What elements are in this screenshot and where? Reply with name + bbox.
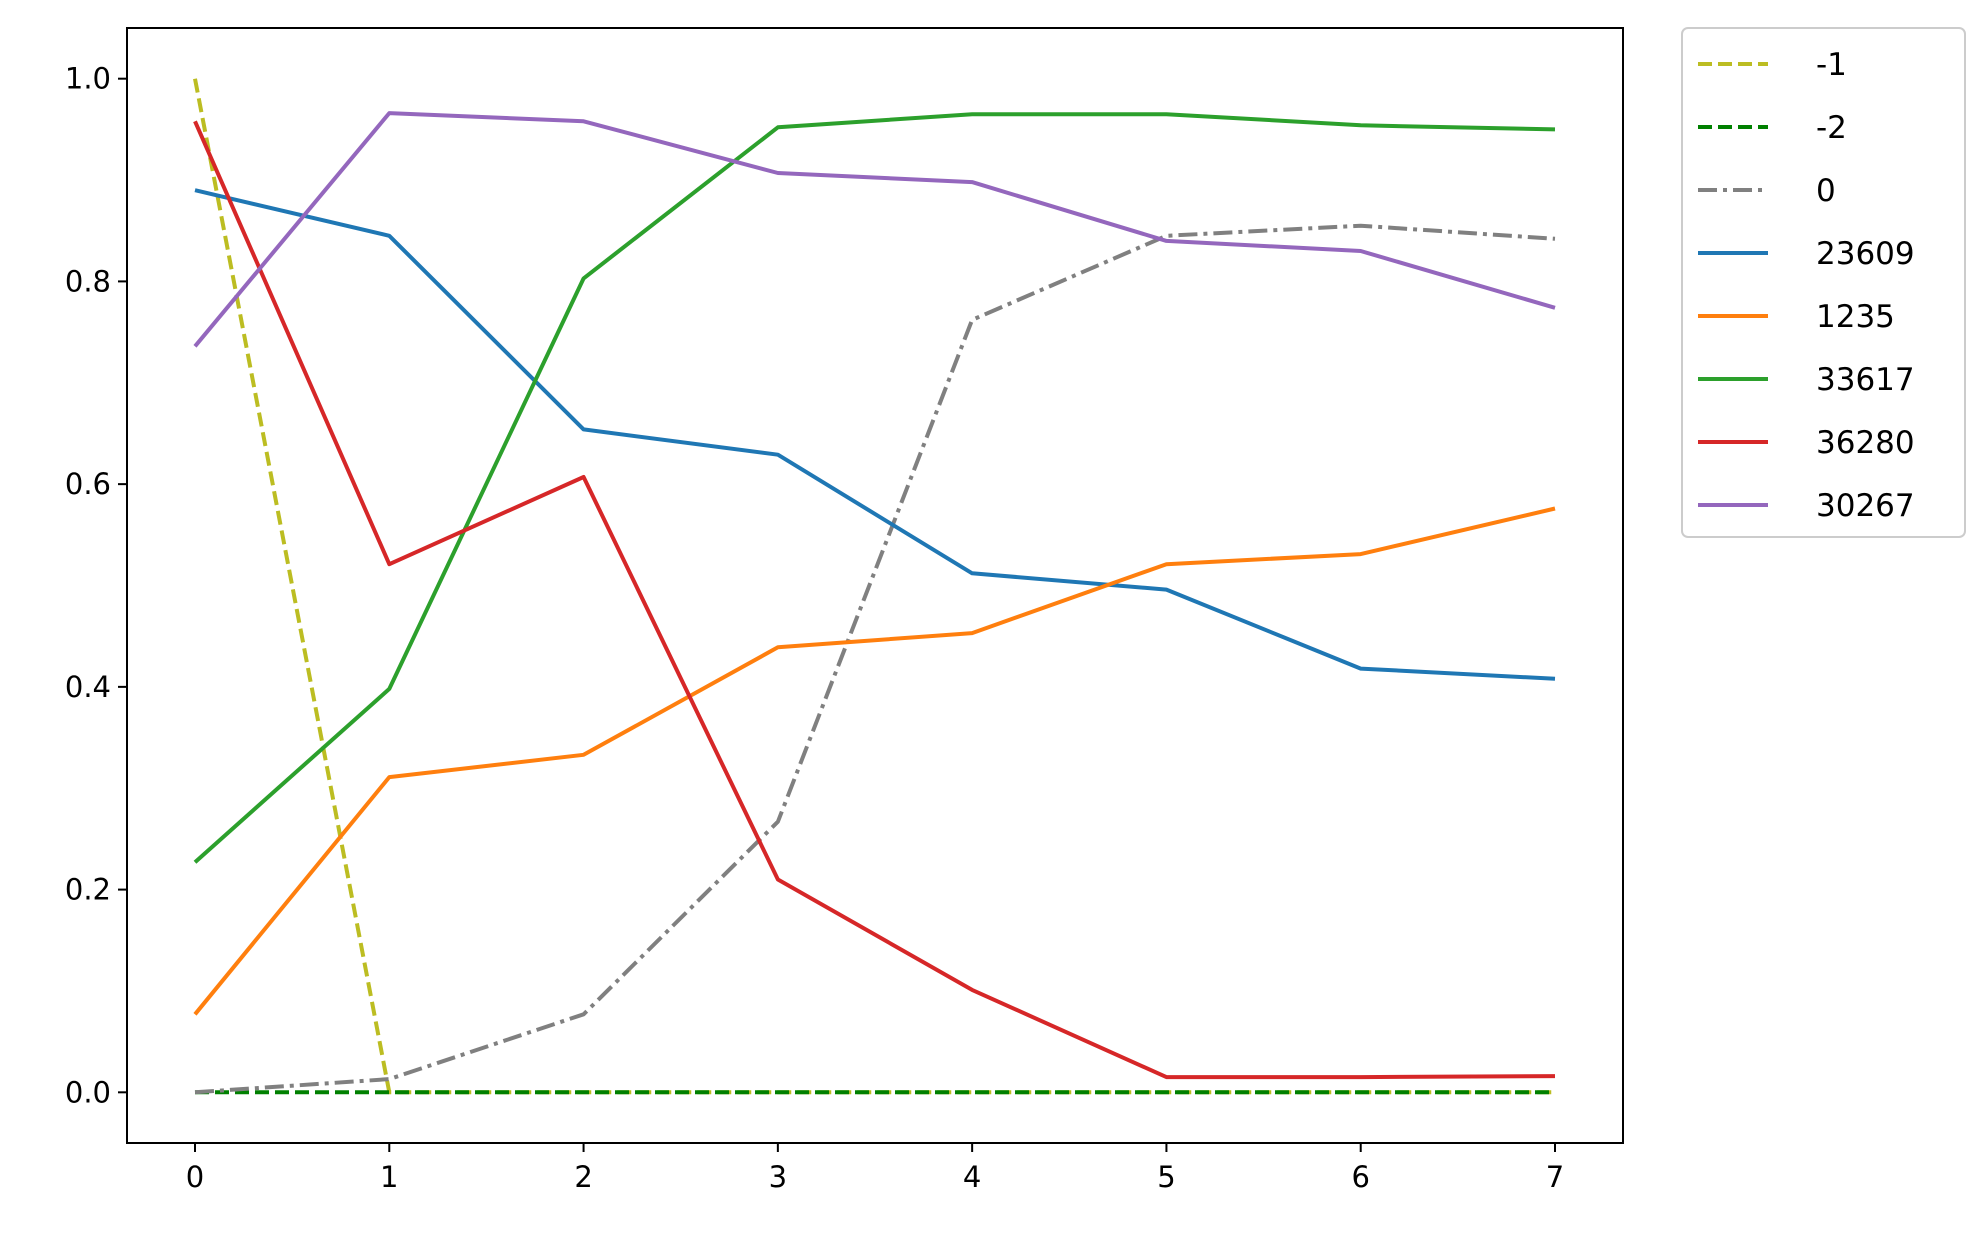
y-tick-label: 1.0 bbox=[65, 62, 111, 96]
legend-label: 1235 bbox=[1816, 299, 1895, 335]
y-axis: 0.0 0.2 0.4 0.6 0.8 1.0 bbox=[65, 62, 127, 1109]
legend-box bbox=[1681, 27, 1966, 538]
series-line bbox=[193, 112, 1556, 864]
series-line bbox=[193, 111, 1556, 348]
series-line bbox=[194, 188, 1556, 681]
series-line bbox=[193, 120, 1556, 1080]
legend-label: 23609 bbox=[1816, 236, 1915, 272]
series-line bbox=[194, 223, 1556, 1095]
legend-label: 30267 bbox=[1816, 488, 1915, 524]
y-tick-label: 0.2 bbox=[65, 873, 111, 907]
x-axis: 0 1 2 3 4 5 6 7 bbox=[186, 1143, 1564, 1194]
plot-frame bbox=[126, 27, 1624, 1144]
x-tick-label: 2 bbox=[574, 1160, 592, 1194]
x-tick-label: 1 bbox=[380, 1160, 398, 1194]
y-tick-label: 0.0 bbox=[65, 1075, 111, 1109]
x-tick-label: 7 bbox=[1546, 1160, 1564, 1194]
x-tick-label: 4 bbox=[963, 1160, 981, 1194]
legend: -1 -2 0 23609 1235 33617 36280 30267 bbox=[1681, 27, 1966, 538]
legend-label: 36280 bbox=[1816, 425, 1915, 461]
x-tick-label: 5 bbox=[1157, 1160, 1175, 1194]
x-tick-label: 0 bbox=[186, 1160, 204, 1194]
series-line bbox=[193, 506, 1556, 1016]
legend-label: -2 bbox=[1816, 110, 1847, 146]
y-tick-label: 0.8 bbox=[65, 264, 111, 298]
x-tick-label: 6 bbox=[1351, 1160, 1369, 1194]
legend-label: 0 bbox=[1816, 173, 1836, 209]
x-tick-label: 3 bbox=[769, 1160, 787, 1194]
y-tick-label: 0.4 bbox=[65, 670, 111, 704]
legend-label: 33617 bbox=[1816, 362, 1915, 398]
y-tick-label: 0.6 bbox=[65, 467, 111, 501]
series-layer bbox=[193, 78, 1556, 1095]
legend-label: -1 bbox=[1816, 47, 1847, 83]
